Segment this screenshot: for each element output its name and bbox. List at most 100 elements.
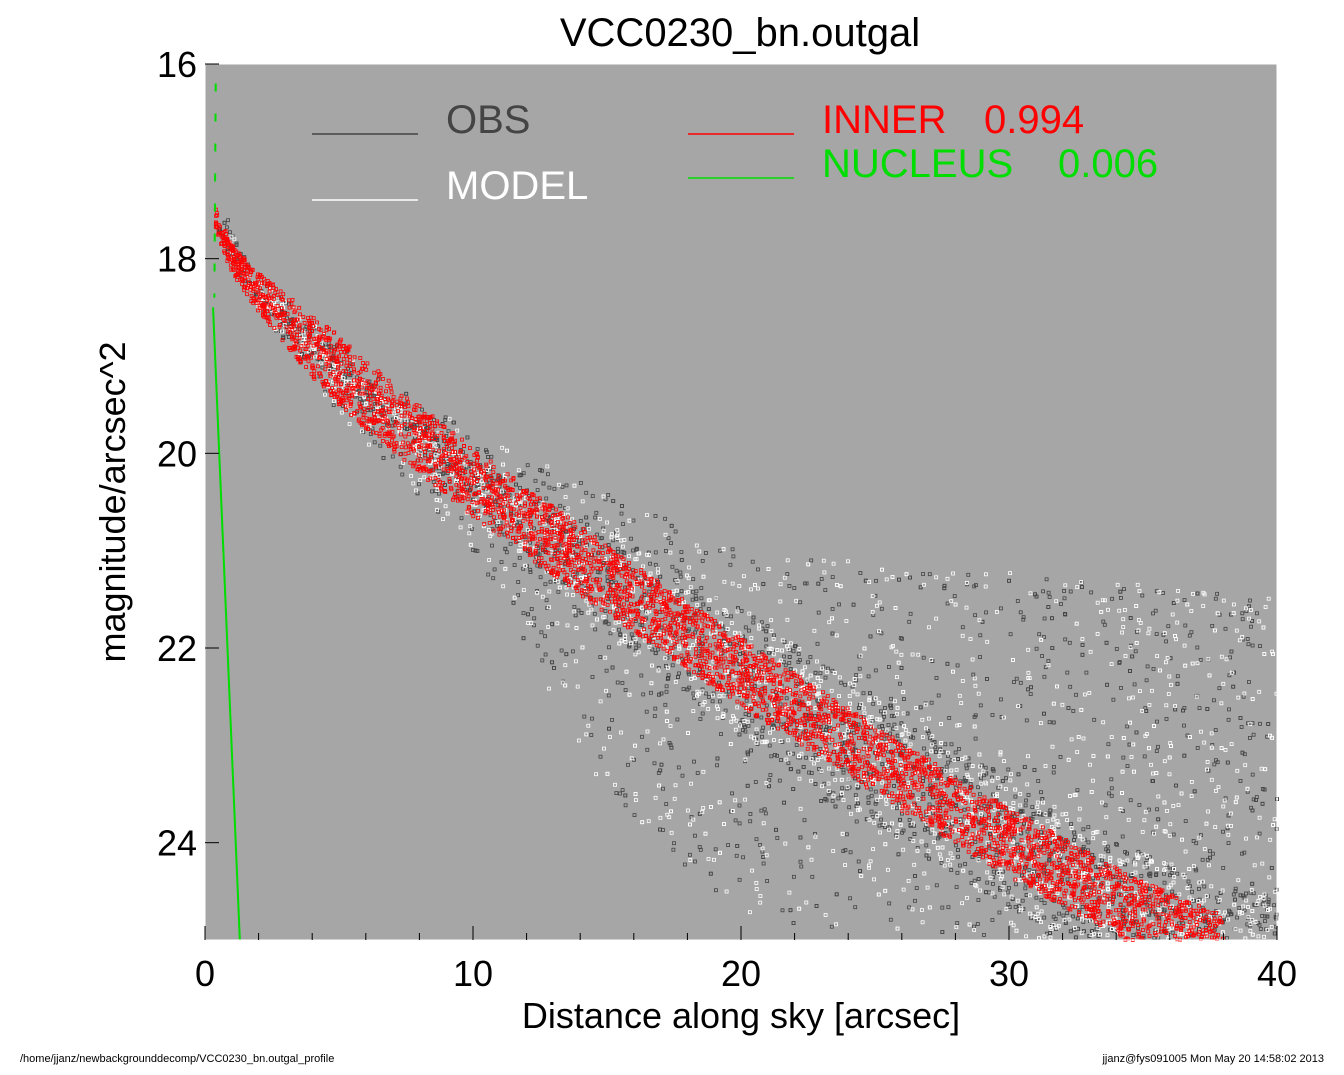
obs-point <box>730 547 735 552</box>
model-point <box>901 887 906 892</box>
model-point <box>1244 898 1249 903</box>
obs-point <box>815 641 820 646</box>
model-point <box>819 769 824 774</box>
obs-point <box>1082 929 1086 934</box>
model-point <box>686 590 690 594</box>
obs-point <box>593 627 598 632</box>
model-point <box>1256 934 1261 939</box>
obs-point <box>657 692 661 697</box>
obs-point <box>765 879 769 883</box>
obs-point <box>761 582 766 586</box>
model-point <box>1146 631 1151 636</box>
obs-point <box>751 615 756 620</box>
obs-point <box>1128 798 1133 803</box>
obs-point <box>780 908 785 913</box>
model-point <box>1035 800 1040 805</box>
model-point <box>882 710 887 715</box>
obs-point <box>942 586 947 591</box>
obs-point <box>1227 673 1232 678</box>
obs-point <box>1100 858 1104 863</box>
obs-point <box>785 572 790 576</box>
obs-point <box>1086 840 1091 845</box>
model-point <box>798 806 803 811</box>
obs-point <box>714 888 718 893</box>
obs-point <box>598 754 603 759</box>
model-point <box>418 478 423 483</box>
model-point <box>901 711 906 716</box>
obs-point <box>1007 886 1011 890</box>
obs-point <box>1024 798 1028 803</box>
obs-point <box>1266 900 1271 904</box>
obs-point <box>1218 891 1223 895</box>
obs-point <box>928 736 932 741</box>
obs-point <box>636 643 641 648</box>
obs-point <box>698 717 703 721</box>
model-point <box>586 723 591 728</box>
obs-point <box>1250 619 1254 623</box>
model-point <box>848 681 852 686</box>
obs-point <box>999 833 1004 838</box>
model-point <box>1140 709 1145 713</box>
obs-point <box>678 570 683 575</box>
obs-point <box>992 894 997 899</box>
obs-point <box>973 736 978 741</box>
obs-point <box>1151 779 1155 783</box>
obs-point <box>796 769 801 774</box>
obs-point <box>745 750 750 755</box>
obs-point <box>1121 809 1125 813</box>
obs-point <box>543 652 548 657</box>
obs-point <box>972 924 976 929</box>
obs-point <box>990 767 995 772</box>
obs-point <box>559 648 564 653</box>
obs-point <box>726 843 730 847</box>
obs-point <box>955 921 960 925</box>
obs-point <box>1161 591 1165 595</box>
obs-point <box>1119 686 1123 690</box>
obs-point <box>1105 682 1109 687</box>
obs-point <box>652 761 657 766</box>
obs-point <box>939 861 944 865</box>
obs-point <box>1175 681 1180 686</box>
obs-point <box>767 713 771 718</box>
model-point <box>1103 598 1107 603</box>
obs-point <box>913 898 917 903</box>
obs-point <box>1109 793 1114 798</box>
obs-point <box>1205 857 1210 862</box>
obs-point <box>664 684 669 689</box>
obs-point <box>723 708 728 713</box>
obs-point <box>1238 779 1243 783</box>
obs-point <box>1240 611 1245 616</box>
obs-point <box>761 855 766 859</box>
obs-point <box>971 672 976 677</box>
obs-point <box>925 827 930 831</box>
obs-point <box>378 443 383 448</box>
obs-point <box>1125 724 1130 729</box>
obs-point <box>823 797 828 801</box>
model-point <box>347 422 352 426</box>
obs-point <box>769 754 774 759</box>
model-point <box>564 585 569 590</box>
model-point <box>673 680 678 684</box>
obs-point <box>706 607 711 611</box>
obs-point <box>1166 624 1171 629</box>
obs-point <box>1229 649 1234 654</box>
model-point <box>827 620 832 625</box>
model-point <box>1199 900 1204 905</box>
obs-point <box>1174 783 1178 788</box>
model-point <box>1146 862 1151 867</box>
obs-point <box>1266 897 1271 902</box>
model-point <box>867 865 871 870</box>
model-point <box>691 709 696 713</box>
obs-point <box>900 636 904 641</box>
obs-point <box>564 652 569 657</box>
model-point <box>689 677 693 681</box>
obs-point <box>975 922 980 926</box>
obs-point <box>874 578 878 583</box>
obs-point <box>1195 645 1200 650</box>
model-point <box>768 730 772 735</box>
obs-point <box>420 407 425 412</box>
model-point <box>978 888 982 893</box>
model-point <box>1201 879 1205 884</box>
obs-point <box>521 636 526 641</box>
obs-point <box>568 523 573 528</box>
